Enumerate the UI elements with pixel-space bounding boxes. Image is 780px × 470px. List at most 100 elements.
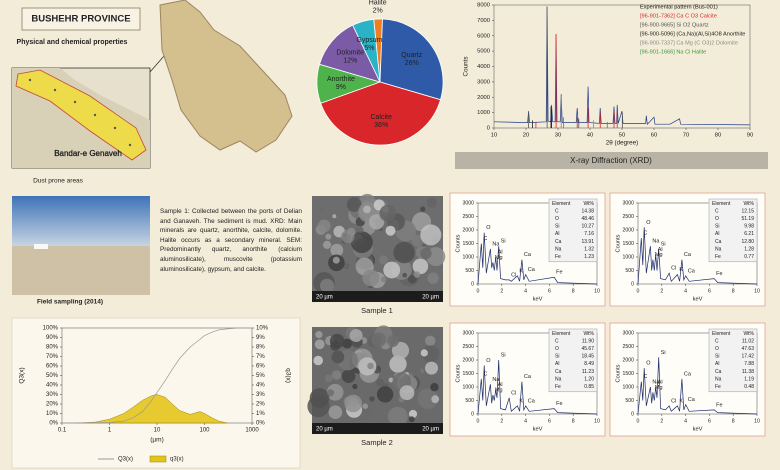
y-tick-label: 1000 (462, 384, 474, 390)
table-cell: 12.15 (741, 208, 754, 214)
sem-texture (312, 198, 330, 216)
table-cell: 11.02 (742, 338, 754, 344)
sem-texture (379, 204, 397, 222)
x-axis-label: (µm) (150, 437, 164, 444)
y-tick-label: 0 (631, 411, 634, 417)
x-tick-label: 70 (683, 133, 689, 139)
sem-texture (422, 345, 440, 363)
y-tick-label: 2500 (462, 214, 474, 220)
sem-texture (363, 205, 371, 214)
sem-texture (385, 225, 396, 236)
sem-texture (408, 416, 415, 423)
pie-value-label: 12% (343, 58, 357, 65)
y-tick-label: 5000 (477, 49, 490, 55)
y-tick-label: 1000 (622, 384, 634, 390)
table-cell: Ca (555, 369, 562, 375)
sem-texture (431, 395, 440, 404)
y2-tick-label: 7% (256, 354, 265, 360)
sem-texture (393, 241, 415, 264)
sem-texture (344, 350, 352, 358)
table-header: Wt% (743, 201, 754, 207)
peak-label: K (519, 268, 523, 274)
y-axis-label: Counts (456, 364, 462, 382)
y-tick-label: 100% (43, 326, 59, 332)
table-cell: O (715, 216, 719, 222)
x-tick-label: 0 (637, 418, 640, 424)
table-header: Wt% (743, 331, 754, 337)
peak-label: Fe (716, 402, 722, 408)
y-axis-label: Counts (456, 234, 462, 252)
sem-texture (332, 256, 340, 264)
sem-texture (325, 233, 332, 240)
field-caption: Field sampling (2014) (37, 299, 103, 306)
pie-slice (352, 18, 381, 83)
sem-texture (343, 262, 350, 270)
field-photo-ground (12, 246, 150, 295)
x-tick-label: 1000 (245, 428, 259, 434)
y2-tick-label: 8% (256, 345, 265, 351)
x-axis-label: keV (693, 297, 703, 303)
y-tick-label: 1500 (462, 371, 474, 377)
peak-label: Si (661, 350, 666, 356)
legend-entry: [96-901-1666] Na Cl Halite (640, 49, 706, 55)
table-cell: Al (555, 231, 559, 237)
x-tick-label: 4 (684, 288, 687, 294)
sem-texture (376, 386, 394, 403)
pie-label: Gypsum (356, 37, 382, 44)
sem-texture (387, 406, 408, 427)
peak-label: Na (492, 377, 500, 383)
peak-label: K (519, 398, 523, 404)
y-tick-label: 70% (46, 354, 59, 360)
peak-label: Cl (511, 272, 516, 278)
table-cell: Si (555, 224, 559, 230)
y-tick-label: 40% (46, 383, 59, 389)
x-tick-label: 0 (477, 288, 480, 294)
table-cell: Al (555, 361, 559, 367)
peak-label: Na (492, 241, 500, 247)
map-dot (53, 88, 57, 92)
table-cell: 10.27 (581, 224, 594, 230)
y-axis-label: Counts (616, 234, 622, 252)
table-cell: Na (715, 376, 722, 382)
sem-texture (417, 388, 439, 409)
peak-label: K (679, 267, 683, 273)
y-tick-label: 1500 (622, 241, 634, 247)
y-tick-label: 3000 (622, 330, 634, 336)
poster-title: BUSHEHR PROVINCE (31, 14, 130, 25)
table-cell: Ca (715, 239, 722, 245)
peak-label: C (643, 231, 647, 237)
table-cell: Si (715, 354, 719, 360)
sem-texture (430, 383, 439, 392)
y-axis-label: Q3(x) (19, 367, 26, 383)
y-tick-label: 8000 (477, 3, 490, 9)
sem-texture (426, 197, 437, 208)
table-cell: 6.21 (744, 231, 754, 237)
peak-label: Al (498, 382, 503, 388)
pie-value-label: 26% (405, 60, 419, 67)
y-tick-label: 1500 (622, 371, 634, 377)
table-cell: 12.80 (741, 239, 754, 245)
table-cell: 0.77 (744, 254, 754, 260)
map-dot (128, 143, 132, 147)
pie-label: Anorthite (327, 76, 355, 83)
peak-label: Al (658, 379, 663, 385)
legend-entry: [96-900-9665] Si O2 Quartz (640, 22, 709, 28)
sem-texture (408, 274, 417, 284)
table-cell: Na (555, 376, 562, 382)
sem-texture (367, 362, 374, 370)
eds-table (708, 328, 758, 393)
table-cell: C (555, 208, 559, 214)
sem-texture (371, 332, 387, 348)
table-cell: 1.19 (744, 376, 754, 382)
y-tick-label: 6000 (477, 33, 490, 39)
peak-label: Mg (655, 252, 663, 258)
x-tick-label: 6 (548, 418, 551, 424)
peak-label: Cl (511, 390, 516, 396)
peak-label: Cl (671, 266, 676, 272)
table-cell: 9.98 (744, 224, 754, 230)
peak-label: Si (661, 241, 666, 247)
sem-texture (356, 226, 364, 234)
sem-texture (389, 355, 407, 373)
x-tick-label: 100 (199, 428, 210, 434)
pie-slice (379, 18, 444, 101)
